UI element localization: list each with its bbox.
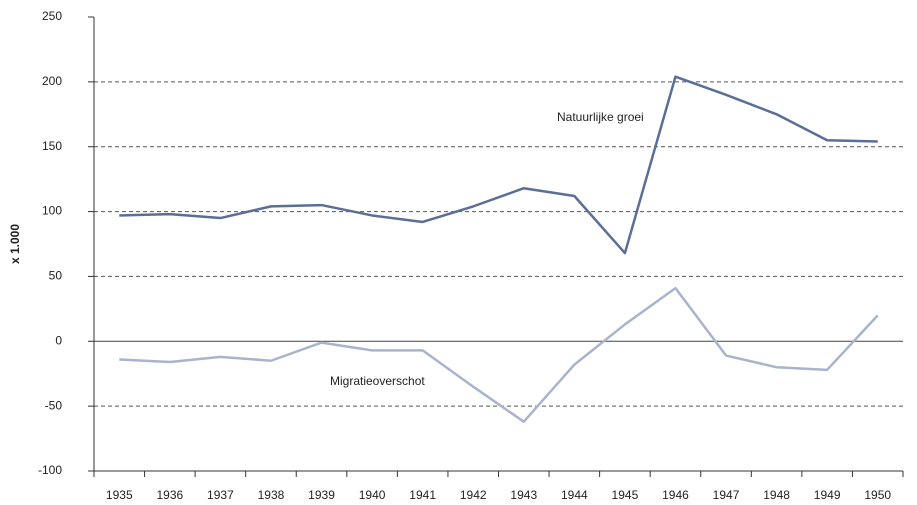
x-tick-label: 1944: [561, 488, 588, 502]
x-tick-label: 1935: [106, 488, 133, 502]
x-tick-label: 1950: [864, 488, 891, 502]
x-tick-label: 1946: [662, 488, 689, 502]
series-line: [119, 75, 878, 255]
y-tick-label: 50: [49, 269, 63, 283]
x-tick-label: 1938: [258, 488, 285, 502]
x-tick-label: 1947: [713, 488, 740, 502]
y-tick-label: 250: [42, 9, 62, 23]
x-tick-label: 1943: [510, 488, 537, 502]
x-tick-label: 1939: [308, 488, 335, 502]
x-tick-label: 1942: [460, 488, 487, 502]
x-tick-label: 1936: [156, 488, 183, 502]
y-tick-label: -50: [45, 398, 63, 412]
x-tick-label: 1948: [763, 488, 790, 502]
x-tick-label: 1949: [814, 488, 841, 502]
x-tick-label: 1945: [612, 488, 639, 502]
y-tick-label: 0: [55, 333, 62, 347]
series-label: Natuurlijke groei: [557, 110, 644, 124]
x-tick-label: 1941: [409, 488, 436, 502]
y-axis-label: x 1.000: [8, 224, 22, 264]
x-tick-label: 1940: [359, 488, 386, 502]
series-label: Migratieoverschot: [330, 374, 425, 388]
y-tick-label: -100: [38, 463, 62, 477]
y-tick-label: 100: [42, 204, 62, 218]
y-tick-label: 200: [42, 74, 62, 88]
series-line: [119, 286, 879, 423]
x-tick-label: 1937: [207, 488, 234, 502]
y-tick-label: 150: [42, 139, 62, 153]
